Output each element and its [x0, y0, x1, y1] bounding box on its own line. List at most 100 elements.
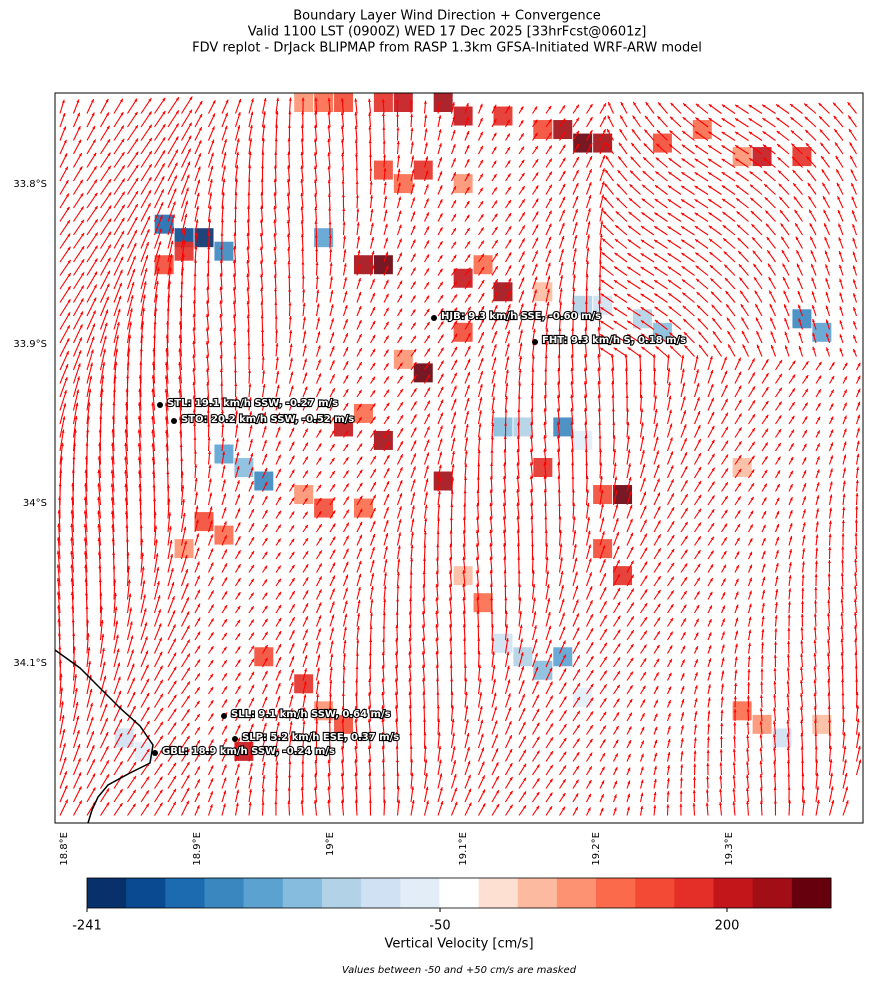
wind-arrow-head: [534, 652, 538, 657]
wind-arrow: [59, 337, 70, 357]
wind-arrow-head: [489, 529, 493, 534]
wind-arrow-head: [670, 576, 674, 581]
wind-arrow-head: [198, 153, 201, 157]
wind-arrow-head: [236, 763, 240, 768]
wind-arrow-head: [584, 300, 588, 304]
wind-arrow-head: [108, 192, 112, 196]
wind-arrow-head: [357, 236, 361, 240]
wind-arrow-head: [180, 471, 184, 475]
wind-arrow-head: [340, 125, 344, 129]
wind-arrow-head: [534, 106, 538, 110]
wind-arrow-head: [598, 273, 602, 277]
wind-arrow-head: [80, 285, 84, 289]
wind-arrow-head: [668, 158, 673, 162]
wind-arrow-head: [233, 355, 237, 359]
wind-arrow: [100, 218, 112, 236]
wind-arrow-head: [384, 209, 388, 214]
wind-arrow-head: [358, 334, 362, 338]
wind-arrow-head: [66, 338, 70, 342]
wind-arrow-head: [410, 759, 414, 763]
wind-arrow-head: [654, 395, 658, 399]
wind-arrow-head: [128, 334, 132, 339]
wind-arrow-head: [383, 585, 387, 589]
wind-arrow-head: [345, 496, 349, 501]
wind-arrow-head: [261, 165, 265, 169]
wind-arrow-head: [413, 362, 417, 366]
wind-arrow-head: [304, 428, 308, 433]
wind-arrow-head: [545, 556, 549, 561]
wind-arrow: [99, 348, 106, 371]
wind-arrow: [180, 161, 191, 182]
wind-arrow-head: [536, 722, 540, 727]
wind-arrow: [72, 415, 78, 438]
wind-arrow-head: [237, 112, 241, 116]
wind-arrow-head: [315, 706, 319, 711]
wind-arrow-head: [168, 280, 172, 284]
wind-arrow-head: [60, 456, 64, 460]
wind-arrow-head: [557, 354, 561, 358]
wind-arrow-head: [111, 415, 115, 419]
wind-arrow-head: [195, 519, 199, 524]
wind-arrow-head: [246, 328, 250, 332]
wind-arrow-head: [86, 415, 90, 419]
wind-arrow-head: [504, 395, 508, 400]
wind-arrow-head: [548, 132, 552, 136]
wind-arrow-head: [548, 223, 552, 228]
wind-arrow-head: [557, 489, 561, 493]
wind-arrow: [113, 335, 119, 357]
wind-arrow-head: [103, 348, 106, 353]
wind-arrow-head: [462, 597, 466, 601]
wind-arrow: [140, 321, 144, 344]
wind-arrow-head: [209, 804, 213, 808]
wind-arrow-head: [520, 106, 524, 110]
shaded-cell: [334, 417, 354, 437]
wind-arrow-head: [250, 710, 254, 715]
wind-arrow-head: [186, 787, 190, 792]
wind-arrow-head: [300, 138, 304, 142]
wind-arrow-head: [205, 341, 209, 345]
wind-arrow-head: [626, 408, 630, 412]
wind-arrow-head: [412, 239, 416, 244]
wind-arrow-head: [465, 424, 469, 428]
wind-arrow-head: [116, 321, 120, 326]
wind-arrow: [151, 429, 156, 452]
wind-arrow-head: [58, 646, 62, 650]
wind-arrow-head: [640, 307, 645, 311]
wind-arrow-head: [251, 684, 254, 689]
wind-arrow: [167, 539, 173, 560]
wind-arrow-head: [287, 274, 291, 278]
wind-arrow: [71, 578, 75, 600]
wind-arrow-head: [571, 475, 575, 479]
wind-arrow-head: [114, 606, 118, 611]
wind-arrow: [151, 415, 156, 438]
wind-arrow-head: [475, 529, 479, 534]
shaded-cell: [393, 93, 413, 112]
wind-arrow-head: [412, 309, 416, 313]
wind-arrow-head: [570, 381, 574, 385]
wind-arrow-head: [642, 184, 646, 188]
wind-arrow-head: [314, 220, 318, 224]
wind-arrow-head: [654, 198, 659, 202]
wind-arrow-head: [507, 186, 511, 191]
wind-arrow-head: [588, 558, 592, 562]
wind-arrow-head: [466, 130, 470, 135]
wind-arrow-head: [504, 409, 508, 413]
wind-arrow: [84, 564, 88, 587]
wind-arrow-head: [557, 462, 561, 466]
wind-arrow-head: [531, 355, 535, 359]
wind-arrow-head: [371, 546, 375, 551]
wind-arrow-head: [287, 124, 291, 128]
wind-arrow-head: [423, 718, 427, 722]
wind-arrow-head: [206, 409, 210, 413]
wind-arrow-head: [643, 143, 648, 147]
wind-arrow-head: [111, 524, 115, 528]
wind-arrow-head: [369, 181, 373, 185]
wind-arrow-head: [186, 774, 190, 779]
wind-arrow-head: [249, 138, 253, 142]
wind-arrow-head: [464, 691, 468, 696]
wind-arrow-head: [327, 746, 331, 750]
wind-arrow-head: [453, 398, 457, 403]
wind-arrow-head: [300, 800, 304, 804]
wind-arrow-head: [614, 266, 618, 270]
wind-arrow-head: [426, 426, 430, 430]
